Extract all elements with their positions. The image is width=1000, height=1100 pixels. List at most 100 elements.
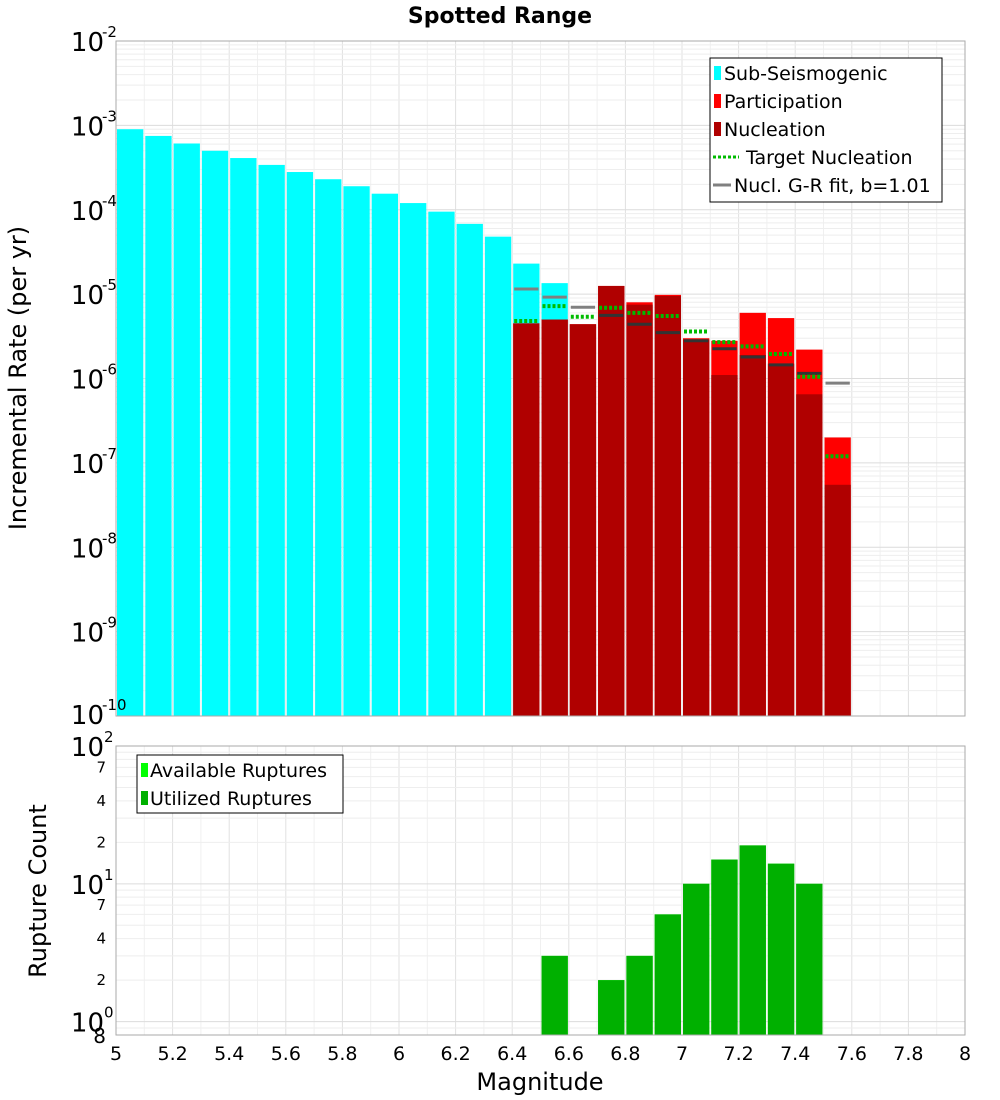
utilized-ruptures-bar <box>683 883 710 1035</box>
nucleation-bar <box>541 319 568 716</box>
sub-seismogenic-bar <box>315 179 342 716</box>
legend-swatch-sub-seismogenic <box>714 66 721 80</box>
legend-swatch-available-ruptures <box>141 763 148 777</box>
y-tick-label-base: 10 <box>71 197 104 227</box>
x-tick-label: 6.2 <box>440 1043 470 1065</box>
x-tick-labels: 5 5.2 5.4 5.6 5.8 6 6.2 6.4 6.6 6.8 7 7.2 7.4 7.6 7.8 8 <box>110 1043 971 1065</box>
y-tick-label-exponent: 2 <box>104 728 114 746</box>
x-tick-label: 7 <box>676 1043 688 1065</box>
y-tick-label-base: 10 <box>71 871 104 901</box>
sub-seismogenic-bar <box>258 164 285 716</box>
sub-seismogenic-bar <box>117 129 144 717</box>
y-tick-label-exponent: -7 <box>102 445 117 463</box>
sub-seismogenic-bar <box>343 186 370 716</box>
top-marker-lines <box>514 287 850 459</box>
sub-seismogenic-bar <box>428 211 455 716</box>
legend-label-sub-seismogenic: Sub-Seismogenic <box>724 63 888 85</box>
y-tick-label-base: 10 <box>71 1009 104 1039</box>
y-tick-label-exponent: -4 <box>102 192 117 210</box>
utilized-ruptures-bar <box>654 914 681 1035</box>
x-tick-label: 6.6 <box>554 1043 584 1065</box>
y-tick-label-exponent: -5 <box>102 276 117 294</box>
x-tick-label: 7.4 <box>780 1043 810 1065</box>
y-tick-label-exponent: 1 <box>104 866 114 884</box>
sub-seismogenic-bar <box>145 135 172 717</box>
y-minor-tick-label: 7 <box>96 758 106 776</box>
utilized-ruptures-bar <box>626 955 653 1035</box>
legend-swatch-participation <box>714 94 721 108</box>
nucleation-bar <box>598 285 625 716</box>
y-tick-label-base: 10 <box>71 534 104 564</box>
sub-seismogenic-bar <box>400 203 427 716</box>
sub-seismogenic-bar <box>484 236 512 716</box>
x-tick-label: 5 <box>110 1043 122 1065</box>
sub-seismogenic-bar <box>173 143 200 716</box>
y-minor-tick-label: 4 <box>96 930 106 948</box>
x-tick-label: 6.4 <box>497 1043 527 1065</box>
x-tick-label: 7.6 <box>837 1043 867 1065</box>
legend-label-nucleation: Nucleation <box>724 119 826 141</box>
bottom-bars <box>541 845 823 1035</box>
y-tick-label-base: 10 <box>71 619 104 649</box>
nucleation-bar <box>739 354 766 716</box>
nucleation-bar <box>626 304 653 716</box>
utilized-ruptures-bar <box>796 883 823 1035</box>
y-tick-label-base: 10 <box>71 366 104 396</box>
legend-label-utilized-ruptures: Utilized Ruptures <box>150 788 312 810</box>
legend-swatch-utilized-ruptures <box>141 791 148 805</box>
top-legend-box <box>709 57 943 203</box>
y-tick-label-exponent: 0 <box>104 1004 114 1022</box>
sub-seismogenic-bar <box>371 193 398 716</box>
top-plot-frame <box>115 40 966 717</box>
bottom-legend: Available Ruptures Utilized Ruptures <box>136 754 344 814</box>
y-minor-tick-label: 8 <box>93 1024 106 1048</box>
y-tick-label-base: 10 <box>71 733 104 763</box>
legend-label-gr-fit: Nucl. G-R fit, b=1.01 <box>734 175 931 197</box>
x-tick-label: 8 <box>959 1043 971 1065</box>
utilized-ruptures-bar <box>598 980 625 1035</box>
y-tick-label-base: 10 <box>71 281 104 311</box>
y-tick-label-exponent: -10 <box>102 696 127 714</box>
y-tick-label-exponent: -6 <box>102 361 117 379</box>
utilized-ruptures-bar <box>739 845 766 1035</box>
x-axis-label: Magnitude <box>476 1068 603 1096</box>
sub-seismogenic-bar <box>286 172 314 716</box>
utilized-ruptures-bar <box>541 955 568 1035</box>
top-bars <box>117 129 851 717</box>
y-tick-label-exponent: -2 <box>102 23 117 41</box>
y-tick-label-base: 10 <box>71 28 104 58</box>
y-minor-tick-label: 4 <box>96 792 106 810</box>
x-tick-label: 5.2 <box>157 1043 187 1065</box>
x-tick-label: 6 <box>393 1043 405 1065</box>
nucleation-bar <box>654 296 681 716</box>
legend-swatch-nucleation <box>714 122 721 136</box>
utilized-ruptures-bar <box>767 863 795 1035</box>
sub-seismogenic-bar <box>230 158 257 716</box>
nucleation-bar <box>824 484 851 716</box>
x-tick-label: 5.6 <box>271 1043 301 1065</box>
x-tick-label: 5.8 <box>327 1043 357 1065</box>
x-tick-label: 5.4 <box>214 1043 244 1065</box>
bottom-plot-frame <box>115 745 966 1036</box>
y-tick-label-base: 10 <box>71 112 104 142</box>
top-y-axis-label: Incremental Rate (per yr) <box>4 226 32 530</box>
x-tick-label: 6.8 <box>610 1043 640 1065</box>
y-minor-tick-label: 2 <box>96 833 106 851</box>
nucleation-bar <box>683 339 710 716</box>
utilized-ruptures-bar <box>711 859 738 1035</box>
nucleation-bar <box>513 323 540 716</box>
y-tick-label-base: 10 <box>71 450 104 480</box>
bottom-legend-box <box>136 754 344 814</box>
legend-label-participation: Participation <box>724 91 843 113</box>
y-tick-label-exponent: -3 <box>102 107 117 125</box>
y-tick-label-exponent: -9 <box>102 614 117 632</box>
sub-seismogenic-bar <box>201 150 229 716</box>
x-tick-label: 7.8 <box>893 1043 923 1065</box>
x-tick-label: 7.2 <box>723 1043 753 1065</box>
y-tick-label-exponent: -8 <box>102 529 117 547</box>
nucleation-bar <box>796 394 823 716</box>
legend-label-target-nucleation: Target Nucleation <box>745 147 913 169</box>
